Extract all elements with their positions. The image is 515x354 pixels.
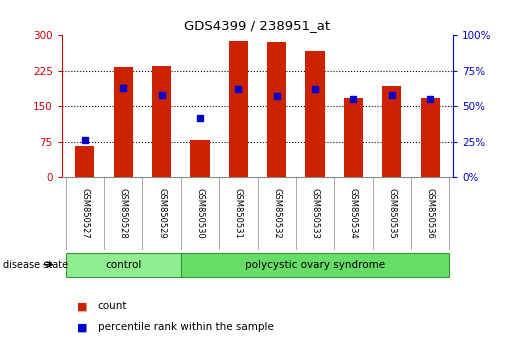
- FancyBboxPatch shape: [65, 253, 181, 276]
- Bar: [267, 42, 286, 177]
- Text: GSM850529: GSM850529: [157, 188, 166, 239]
- Bar: [191, 140, 210, 177]
- Text: GSM850532: GSM850532: [272, 188, 281, 239]
- Text: polycystic ovary syndrome: polycystic ovary syndrome: [245, 259, 385, 270]
- Text: count: count: [98, 301, 127, 311]
- Text: control: control: [105, 259, 142, 270]
- Text: GSM850527: GSM850527: [80, 188, 89, 239]
- Text: GSM850533: GSM850533: [311, 188, 320, 239]
- Bar: [305, 51, 324, 177]
- Text: ■: ■: [77, 301, 88, 311]
- Text: GSM850536: GSM850536: [426, 188, 435, 239]
- Bar: [75, 146, 94, 177]
- Text: percentile rank within the sample: percentile rank within the sample: [98, 322, 274, 332]
- Bar: [382, 86, 401, 177]
- Text: GSM850530: GSM850530: [195, 188, 204, 239]
- Bar: [114, 68, 133, 177]
- Bar: [152, 66, 171, 177]
- FancyBboxPatch shape: [181, 253, 450, 276]
- Text: GSM850531: GSM850531: [234, 188, 243, 239]
- Text: GDS4399 / 238951_at: GDS4399 / 238951_at: [184, 19, 331, 33]
- Text: GSM850534: GSM850534: [349, 188, 358, 239]
- Bar: [229, 41, 248, 177]
- Text: ■: ■: [77, 322, 88, 332]
- Text: GSM850528: GSM850528: [118, 188, 128, 239]
- Bar: [421, 98, 440, 177]
- Text: disease state: disease state: [3, 259, 67, 270]
- Text: GSM850535: GSM850535: [387, 188, 397, 239]
- Bar: [344, 98, 363, 177]
